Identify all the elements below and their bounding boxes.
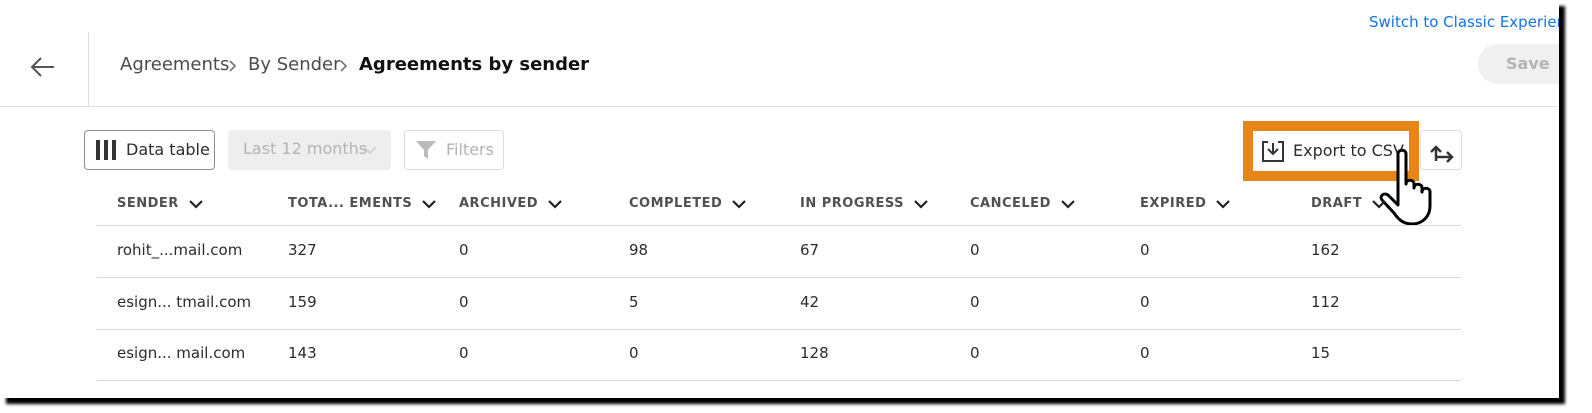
cell: 67 [800, 241, 820, 259]
sort-icon[interactable] [189, 199, 203, 209]
cell: 0 [459, 292, 469, 311]
cell: 5 [629, 292, 639, 311]
save-button[interactable]: Save [1478, 44, 1559, 84]
sort-icon[interactable] [1061, 199, 1075, 209]
cell: 0 [1140, 241, 1150, 259]
divider [0, 106, 1559, 107]
cell: 143 [288, 344, 317, 362]
row-divider [97, 277, 1461, 278]
breadcrumb[interactable]: By Sender [248, 54, 341, 75]
cell: 112 [1311, 292, 1340, 311]
cell: 327 [288, 241, 317, 259]
cell: 0 [1140, 344, 1150, 362]
cell: 0 [459, 344, 469, 362]
hand-cursor [1379, 148, 1432, 226]
sort-icon[interactable] [548, 199, 562, 209]
cell: 0 [459, 241, 469, 259]
column-header[interactable]: ARCHIVED [459, 196, 562, 211]
label: Data table [126, 140, 210, 159]
column-header[interactable]: IN PROGRESS [800, 196, 928, 211]
chevron [340, 60, 348, 72]
cell: 128 [800, 344, 829, 362]
column-header[interactable]: TOTA... EMENTS [288, 196, 437, 211]
sort-icon[interactable] [422, 199, 437, 209]
column-header[interactable]: CANCELED [970, 196, 1075, 211]
share-button[interactable] [1420, 130, 1462, 170]
row-divider [97, 329, 1461, 330]
icon [1262, 141, 1284, 162]
breadcrumb[interactable]: Agreements [120, 54, 230, 75]
icon [96, 140, 116, 160]
cell: 0 [629, 344, 639, 362]
cell: 98 [629, 241, 649, 259]
cell: 0 [970, 344, 980, 362]
switch-link[interactable]: Switch to Classic Experience [1369, 13, 1559, 31]
cell: 0 [1140, 292, 1150, 311]
column-header[interactable]: SENDER [117, 196, 203, 211]
column-header[interactable]: EXPIRED [1140, 196, 1231, 211]
export-button[interactable]: Export to CSV [1243, 121, 1419, 181]
label: Export to CSV [1293, 141, 1404, 160]
sort-icon[interactable] [1216, 199, 1231, 209]
data-table-button[interactable]: Data table [84, 130, 215, 170]
cell: 0 [970, 241, 980, 259]
app-frame: Switch to Classic Experience Agreements … [0, 13, 1559, 381]
sort-icon[interactable] [914, 199, 928, 209]
sort-icon[interactable] [732, 199, 747, 209]
cell: 162 [1311, 241, 1340, 259]
column-header[interactable]: DRAFT [1311, 196, 1386, 211]
row-divider [97, 225, 1461, 226]
row-divider [97, 380, 1461, 381]
label: Filters [446, 140, 494, 159]
chevron [229, 60, 237, 72]
icon [363, 146, 377, 155]
cell: 15 [1311, 344, 1331, 362]
period-dropdown[interactable]: Last 12 months [228, 130, 391, 170]
breadcrumb-current: Agreements by sender [359, 54, 590, 75]
cell: rohit_...mail.com [117, 241, 243, 259]
sort-icon[interactable] [1372, 199, 1386, 209]
back-button[interactable] [28, 55, 56, 79]
column-header[interactable]: COMPLETED [629, 196, 747, 211]
cell: 159 [288, 292, 317, 311]
filters-button[interactable]: Filters [404, 130, 504, 170]
cell: 42 [800, 292, 820, 311]
icon [1430, 145, 1454, 163]
label: Last 12 months [243, 139, 368, 158]
icon [416, 141, 436, 159]
cell: esign... tmail.com [117, 292, 252, 311]
divider [88, 32, 89, 107]
cell: 0 [970, 292, 980, 311]
cell: esign... mail.com [117, 344, 246, 362]
